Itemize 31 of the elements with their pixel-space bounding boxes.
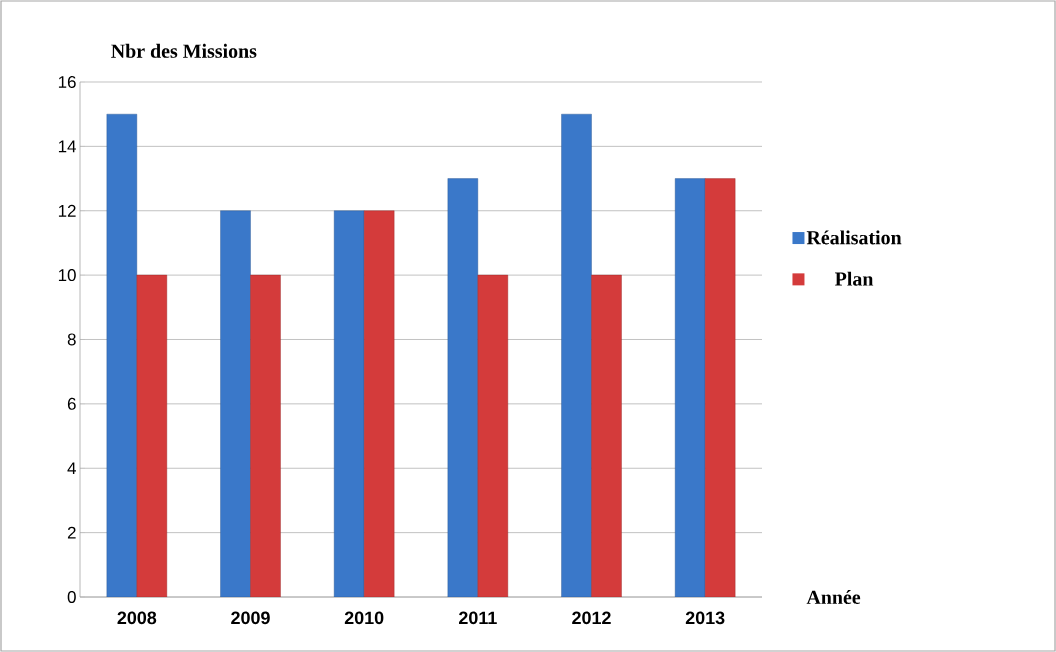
x-tick-label: 2011	[459, 611, 497, 625]
bar	[704, 178, 736, 597]
bar	[250, 274, 281, 597]
y-axis-title: Nbr des Missions	[111, 43, 257, 58]
y-tick-label: 16	[58, 76, 76, 88]
bar	[363, 210, 395, 597]
y-tick-label: 14	[58, 140, 76, 153]
bar	[674, 178, 706, 597]
x-tick-label: 2013	[685, 611, 725, 625]
x-tick-label: 2009	[231, 611, 270, 625]
legend-label: Plan	[835, 271, 874, 286]
legend-label: Réalisation	[806, 230, 902, 245]
y-tick-label: 4	[67, 462, 76, 475]
bar	[561, 113, 592, 597]
x-tick-label: 2012	[572, 611, 611, 625]
bar	[220, 210, 251, 597]
bar	[333, 210, 365, 597]
bar	[106, 113, 138, 597]
y-tick-label: 8	[67, 333, 76, 346]
bar	[447, 178, 479, 597]
y-tick-label: 2	[67, 526, 76, 539]
y-tick-label: 10	[58, 269, 76, 282]
bar	[136, 274, 168, 597]
y-tick-label: 6	[67, 397, 76, 410]
bar	[591, 274, 622, 597]
y-tick-label: 0	[67, 591, 76, 603]
bar	[477, 274, 509, 597]
x-tick-label: 2010	[344, 611, 384, 625]
x-tick-label: 2008	[117, 611, 157, 625]
y-tick-label: 12	[58, 204, 76, 217]
x-axis-title: Année	[806, 589, 861, 605]
